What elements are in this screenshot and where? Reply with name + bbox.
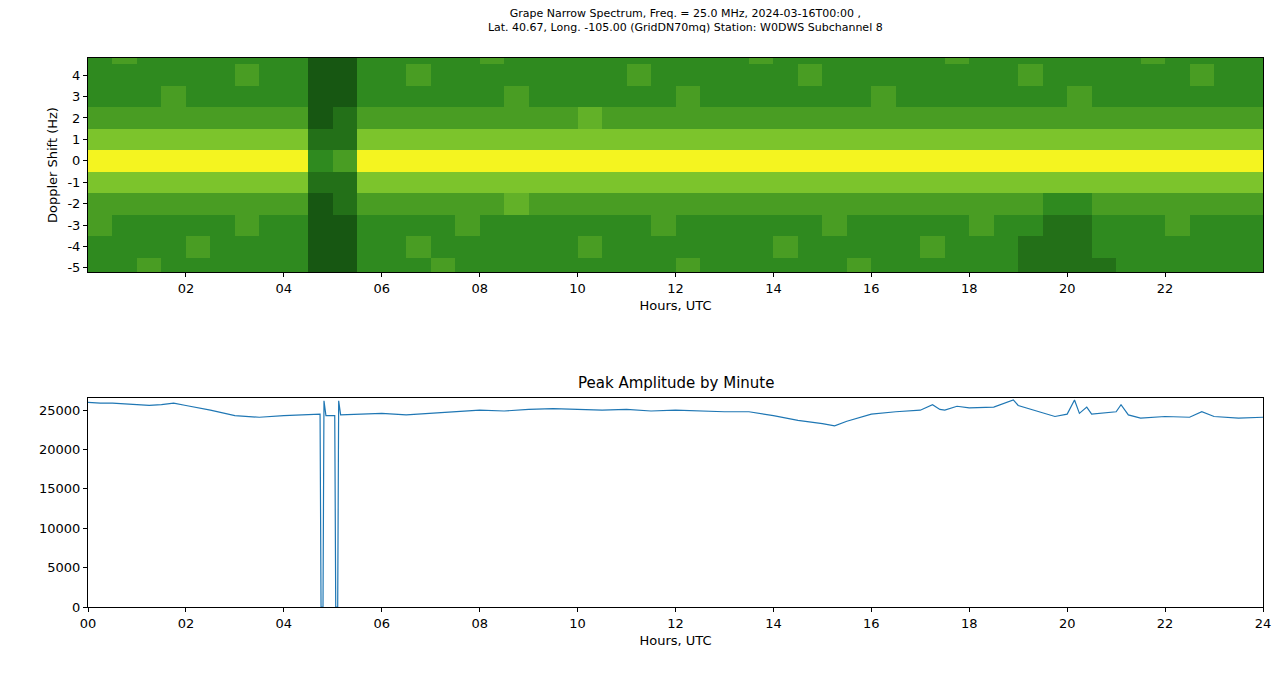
svg-text:1: 1 [72, 132, 80, 147]
svg-text:15000: 15000 [39, 481, 80, 496]
svg-text:08: 08 [471, 616, 488, 631]
svg-text:-4: -4 [67, 239, 80, 254]
svg-text:10: 10 [569, 281, 586, 296]
svg-text:5000: 5000 [47, 560, 80, 575]
svg-text:14: 14 [765, 281, 782, 296]
svg-text:12: 12 [667, 616, 684, 631]
svg-text:-1: -1 [67, 175, 80, 190]
svg-text:06: 06 [373, 281, 390, 296]
svg-text:24: 24 [1255, 616, 1272, 631]
svg-text:Hours, UTC: Hours, UTC [639, 298, 711, 313]
svg-text:4: 4 [72, 68, 80, 83]
svg-text:20000: 20000 [39, 442, 80, 457]
svg-text:0: 0 [72, 600, 80, 615]
svg-text:Doppler Shift (Hz): Doppler Shift (Hz) [45, 107, 60, 223]
svg-text:-5: -5 [67, 260, 80, 275]
svg-text:20: 20 [1059, 281, 1076, 296]
svg-text:02: 02 [178, 616, 195, 631]
svg-text:04: 04 [276, 616, 293, 631]
svg-text:08: 08 [471, 281, 488, 296]
svg-text:14: 14 [765, 616, 782, 631]
svg-text:20: 20 [1059, 616, 1076, 631]
svg-text:-3: -3 [67, 218, 80, 233]
svg-text:04: 04 [276, 281, 293, 296]
svg-text:22: 22 [1157, 281, 1174, 296]
svg-text:22: 22 [1157, 616, 1174, 631]
svg-text:Peak Amplitude by Minute: Peak Amplitude by Minute [578, 374, 774, 392]
svg-text:25000: 25000 [39, 403, 80, 418]
svg-text:16: 16 [863, 616, 880, 631]
svg-text:16: 16 [863, 281, 880, 296]
svg-text:-2: -2 [67, 196, 80, 211]
svg-text:06: 06 [373, 616, 390, 631]
svg-text:0: 0 [72, 153, 80, 168]
svg-text:02: 02 [178, 281, 195, 296]
svg-text:18: 18 [961, 281, 978, 296]
svg-text:2: 2 [72, 111, 80, 126]
svg-text:10: 10 [569, 616, 586, 631]
svg-text:00: 00 [80, 616, 97, 631]
svg-text:3: 3 [72, 89, 80, 104]
svg-text:18: 18 [961, 616, 978, 631]
svg-text:Hours, UTC: Hours, UTC [639, 633, 711, 648]
svg-text:12: 12 [667, 281, 684, 296]
svg-text:10000: 10000 [39, 521, 80, 536]
svg-text:Grape Narrow Spectrum, Freq. =: Grape Narrow Spectrum, Freq. = 25.0 MHz,… [488, 7, 883, 34]
